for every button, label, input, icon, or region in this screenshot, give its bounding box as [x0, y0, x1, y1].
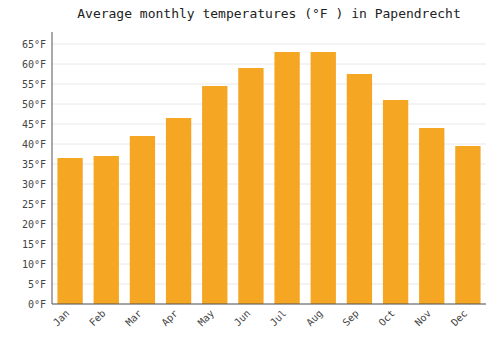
bar	[311, 52, 336, 304]
grid-line	[52, 44, 486, 45]
y-tick-label: 40°F	[22, 139, 46, 150]
x-tick-label: Jan	[51, 308, 72, 329]
bar	[455, 146, 480, 304]
x-tick-label: Aug	[304, 308, 325, 329]
x-tick-label: May	[196, 308, 217, 329]
y-tick-label: 20°F	[22, 219, 46, 230]
bar	[130, 136, 155, 304]
y-tick-label: 45°F	[22, 119, 46, 130]
y-tick-label: 5°F	[28, 279, 46, 290]
grid-line	[52, 104, 486, 105]
grid-line	[52, 64, 486, 65]
chart: Average monthly temperatures (°F ) in Pa…	[0, 0, 500, 350]
y-tick-label: 60°F	[22, 59, 46, 70]
x-tick-label: Jun	[232, 308, 253, 329]
x-tick-label: Dec	[449, 308, 470, 329]
bar	[57, 158, 82, 304]
y-tick-label: 15°F	[22, 239, 46, 250]
bar	[274, 52, 299, 304]
grid-line	[52, 84, 486, 85]
y-tick-label: 10°F	[22, 259, 46, 270]
x-axis-line	[52, 304, 486, 305]
y-tick-label: 55°F	[22, 79, 46, 90]
x-tick-label: Sep	[340, 308, 361, 329]
bar	[94, 156, 119, 304]
grid	[52, 44, 486, 304]
x-tick-label: Feb	[87, 308, 108, 329]
y-tick-label: 50°F	[22, 99, 46, 110]
x-tick-label: Apr	[159, 308, 180, 329]
y-tick-label: 25°F	[22, 199, 46, 210]
bar	[202, 86, 227, 304]
bar	[238, 68, 263, 304]
x-tick-label: Mar	[123, 308, 144, 329]
bar	[419, 128, 444, 304]
bar	[383, 100, 408, 304]
bar	[166, 118, 191, 304]
x-tick-label: Nov	[413, 308, 434, 329]
y-tick-label: 65°F	[22, 39, 46, 50]
title: Average monthly temperatures (°F ) in Pa…	[77, 6, 461, 21]
y-tick-label: 30°F	[22, 179, 46, 190]
y-tick-label: 35°F	[22, 159, 46, 170]
grid-line	[52, 124, 486, 125]
x-tick-label: Jul	[268, 308, 289, 329]
bar	[347, 74, 372, 304]
y-axis-line	[52, 32, 53, 304]
y-tick-label: 0°F	[28, 299, 46, 310]
x-tick-label: Oct	[376, 308, 397, 329]
grid-line	[52, 304, 486, 305]
